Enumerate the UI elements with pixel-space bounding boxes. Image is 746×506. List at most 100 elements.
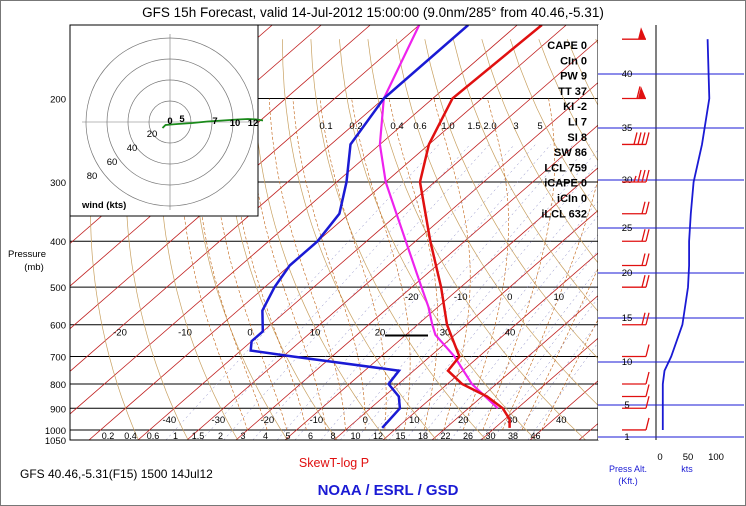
wind-barb-full	[645, 201, 650, 214]
isotherm-line	[137, 39, 598, 440]
chart-title: GFS 15h Forecast, valid 14-Jul-2012 15:0…	[142, 5, 604, 20]
isotherm-line	[431, 295, 598, 440]
press-alt-label: 5	[624, 400, 629, 411]
pressure-tick-label: 800	[50, 380, 66, 391]
moist-adiabat-label: 0	[247, 327, 252, 338]
press-alt-label-1: Press Alt.	[609, 464, 647, 474]
wind-speed-panel: 0 50 100	[657, 39, 724, 463]
mixing-ratio-label-bottom: 15	[395, 431, 405, 441]
isotherm-label-500: -10	[454, 292, 468, 303]
dry-adiabat	[253, 39, 388, 440]
hodograph-height-label: 0	[167, 116, 172, 127]
mixing-ratio-label-bottom: 6	[308, 431, 313, 441]
isotherm-label-500: 0	[507, 292, 512, 303]
dry-adiabat	[396, 39, 598, 406]
isotherm-line	[186, 82, 598, 440]
mixing-ratio-line	[368, 162, 598, 440]
hodograph-label: wind (kts)	[81, 200, 126, 211]
isotherm-line	[70, 25, 518, 415]
mixing-ratio-label-bottom: 0.2	[102, 431, 115, 441]
wind-panel-bg	[598, 25, 743, 440]
wind-barb-full	[633, 132, 638, 145]
moist-adiabat-label: -20	[113, 327, 127, 338]
mixing-ratio-line	[294, 144, 552, 440]
moist-adiabat	[268, 98, 346, 431]
wind-barb-full	[641, 169, 646, 183]
wind-barb-full	[645, 253, 650, 266]
moist-adiabat	[248, 98, 327, 431]
isotherm-line	[70, 25, 371, 287]
isotherm-line	[70, 25, 420, 330]
moist-adiabat	[482, 98, 555, 431]
mixing-ratio-label-top: 1.5	[467, 121, 480, 132]
mixing-ratio-label-bottom: 0.6	[147, 431, 160, 441]
wind-barb-full	[645, 275, 650, 288]
moist-adiabat-label: 40	[505, 327, 516, 338]
series-dewpoint	[249, 25, 470, 429]
hodograph-height-label: 12	[248, 118, 259, 129]
press-alt-label: 10	[622, 357, 633, 368]
moist-adiabat	[502, 177, 598, 431]
isotherm-label-500: 10	[553, 292, 564, 303]
dry-adiabat	[509, 39, 598, 214]
isotherm-line	[88, 25, 567, 440]
moist-adiabat-label: -10	[178, 327, 192, 338]
mixing-ratio-label-bottom: 46	[530, 431, 540, 441]
wind-barb-full	[645, 169, 650, 183]
hodograph-ring-label: 40	[127, 143, 138, 154]
hodograph-inset: 20 40 60 80 0 5 7 10 12 wind (kts)	[69, 24, 264, 217]
moist-adiabat	[388, 98, 439, 431]
pressure-tick-label: 500	[50, 283, 66, 294]
mixing-ratio-label-top: 0.4	[390, 121, 403, 132]
pressure-tick-label: 400	[50, 237, 66, 248]
isotherm-label-900: 30	[507, 415, 518, 426]
index-pw: PW 9	[560, 71, 587, 83]
press-alt-label: 1	[624, 432, 629, 443]
mixing-ratio-label-bottom: 1.5	[192, 431, 205, 441]
wind-barb-full	[636, 86, 641, 99]
mixing-ratio-line	[223, 144, 490, 440]
mixing-ratio-line	[355, 149, 598, 440]
series-temperature	[418, 25, 543, 428]
wind-barb-full	[645, 384, 650, 397]
press-alt-label: 30	[622, 175, 633, 186]
wind-barb-full	[645, 417, 650, 431]
index-sw: SW 86	[554, 147, 587, 159]
press-alt-label: 35	[622, 123, 633, 134]
hodograph-ring-label: 60	[107, 157, 118, 168]
hodograph-ring-label: 80	[87, 171, 98, 182]
speed-tick-label: 100	[708, 452, 724, 463]
mixing-ratio-label-top: 5	[537, 121, 542, 132]
press-alt-label-2: (Kft.)	[618, 476, 638, 486]
isotherm-line	[480, 337, 598, 440]
hodograph-trace	[161, 118, 264, 129]
index-ilcl: iLCL 632	[541, 208, 587, 220]
isotherm-line	[284, 167, 598, 440]
hodograph-height-label: 10	[230, 118, 241, 129]
moist-adiabat	[292, 98, 366, 430]
moist-adiabat	[433, 98, 471, 431]
index-si: SI 8	[567, 132, 587, 144]
mixing-ratio-label-top: 0.1	[319, 121, 332, 132]
mixing-ratio-line	[450, 249, 598, 440]
mixing-ratio-line	[320, 144, 574, 440]
mixing-ratio-label-top: 0.2	[349, 121, 362, 132]
wind-speed-trace	[661, 39, 711, 430]
pressure-tick-label: 200	[50, 94, 66, 105]
dry-adiabat	[481, 39, 598, 264]
mixing-ratio-label-bottom: 1	[173, 431, 178, 441]
wind-barb-panel: 40 35 30 25 20 15 10 5 1	[598, 25, 744, 443]
wind-barb-flag	[638, 86, 646, 99]
press-alt-label: 40	[622, 69, 633, 80]
wind-barb-half	[633, 175, 637, 183]
hodograph-height-label: 7	[212, 116, 217, 127]
press-alt-label: 25	[622, 223, 633, 234]
mixing-ratio-label-bottom: 0.4	[124, 431, 137, 441]
mixing-ratio-label-bottom: 2	[218, 431, 223, 441]
isotherm-label-900: -30	[211, 415, 225, 426]
moist-adiabat-label: 10	[310, 327, 321, 338]
index-li: LI 7	[568, 117, 587, 129]
index-icape: iCAPE 0	[544, 178, 587, 190]
